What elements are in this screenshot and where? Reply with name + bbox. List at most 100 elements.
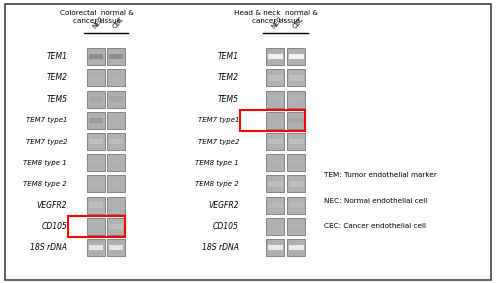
Text: NEC: Normal endothelial cell: NEC: Normal endothelial cell [324, 198, 427, 204]
Bar [268, 54, 283, 59]
Bar [89, 245, 104, 250]
Bar [89, 75, 104, 81]
Bar [68, 216, 125, 237]
Bar [266, 112, 284, 129]
Bar [87, 239, 105, 256]
Bar [287, 112, 305, 129]
Bar [87, 218, 105, 235]
Bar [87, 197, 105, 214]
Bar [109, 139, 124, 144]
Bar [109, 75, 124, 81]
Bar [87, 112, 105, 129]
Bar [89, 117, 104, 123]
Text: cancer tissue: cancer tissue [73, 18, 121, 24]
Bar [266, 133, 284, 150]
Bar [266, 218, 284, 235]
Text: TEM5: TEM5 [46, 95, 67, 104]
Bar [107, 69, 125, 86]
Bar [87, 48, 105, 65]
Bar [107, 91, 125, 108]
Bar [289, 181, 304, 187]
Bar [268, 75, 283, 81]
Bar [287, 91, 305, 108]
Bar [287, 48, 305, 65]
Bar [289, 224, 304, 229]
Bar [266, 69, 284, 86]
Bar [107, 175, 125, 192]
Bar [289, 117, 304, 123]
Bar [87, 91, 105, 108]
Bar [109, 181, 124, 187]
Bar [287, 69, 305, 86]
Text: CD105: CD105 [41, 222, 67, 231]
Bar [107, 133, 125, 150]
Bar [289, 54, 304, 59]
Text: TEM7 type2: TEM7 type2 [198, 138, 239, 145]
Bar [89, 202, 104, 208]
Bar [287, 197, 305, 214]
Text: TEM2: TEM2 [46, 73, 67, 82]
Bar [268, 96, 283, 102]
Bar [287, 133, 305, 150]
Text: CD105: CD105 [213, 222, 239, 231]
Bar [107, 218, 125, 235]
Text: CEC: Cancer endothelial cell: CEC: Cancer endothelial cell [324, 223, 426, 230]
Bar [268, 202, 283, 208]
Bar [268, 245, 283, 250]
Bar [89, 160, 104, 166]
Text: TEM: Tumor endothelial marker: TEM: Tumor endothelial marker [324, 172, 437, 179]
Bar [287, 239, 305, 256]
Text: NEC: NEC [91, 15, 105, 30]
Bar [109, 245, 124, 250]
Bar [268, 160, 283, 166]
Text: TEM1: TEM1 [218, 52, 239, 61]
Bar [107, 154, 125, 171]
Bar [289, 96, 304, 102]
Text: TEM8 type 2: TEM8 type 2 [195, 181, 239, 187]
Bar [109, 224, 124, 229]
Bar [107, 112, 125, 129]
Bar [266, 154, 284, 171]
Bar [240, 110, 305, 131]
Bar [289, 160, 304, 166]
Bar [89, 96, 104, 102]
Bar [266, 175, 284, 192]
Bar [109, 54, 124, 59]
Text: TEM8 type 1: TEM8 type 1 [23, 160, 67, 166]
Bar [289, 245, 304, 250]
Text: TEM8 type 1: TEM8 type 1 [195, 160, 239, 166]
Text: VEGFR2: VEGFR2 [37, 201, 67, 210]
Bar [89, 139, 104, 144]
Bar [109, 96, 124, 102]
Text: TEM1: TEM1 [46, 52, 67, 61]
Bar [109, 160, 124, 166]
Text: VEGFR2: VEGFR2 [209, 201, 239, 210]
Text: cancer tissue: cancer tissue [252, 18, 300, 24]
Text: TEM7 type1: TEM7 type1 [198, 117, 239, 123]
Bar [107, 239, 125, 256]
Bar [268, 181, 283, 187]
Bar [287, 154, 305, 171]
Text: CEC: CEC [112, 16, 125, 30]
Text: 18S rDNA: 18S rDNA [30, 243, 67, 252]
Bar [289, 139, 304, 144]
Bar [87, 69, 105, 86]
Bar [266, 48, 284, 65]
Bar [87, 154, 105, 171]
Bar [107, 197, 125, 214]
Bar [89, 181, 104, 187]
Bar [89, 54, 104, 59]
Bar [287, 175, 305, 192]
Bar [287, 218, 305, 235]
Bar [266, 239, 284, 256]
Text: TEM7 type2: TEM7 type2 [26, 138, 67, 145]
Bar [266, 197, 284, 214]
Bar [87, 175, 105, 192]
Text: TEM8 type 2: TEM8 type 2 [23, 181, 67, 187]
Bar [289, 75, 304, 81]
Bar [87, 133, 105, 150]
Text: Head & neck  normal &: Head & neck normal & [235, 10, 318, 16]
Bar [107, 48, 125, 65]
Text: CEC: CEC [291, 16, 304, 30]
Bar [289, 202, 304, 208]
